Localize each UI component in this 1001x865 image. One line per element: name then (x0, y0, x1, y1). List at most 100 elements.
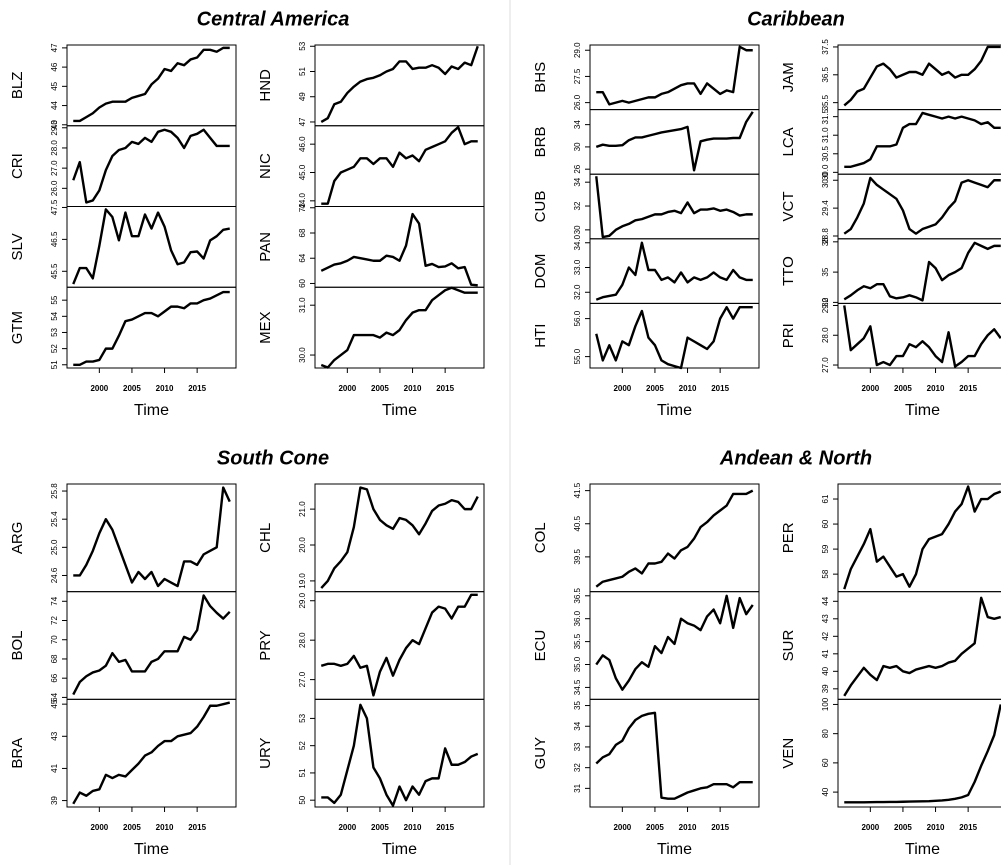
y-tick-label: 34.0 (573, 234, 582, 250)
y-tick-label: 74 (50, 596, 59, 605)
series-line (595, 711, 753, 800)
series-line (844, 111, 1001, 168)
y-tick-label: 34 (573, 120, 582, 129)
x-tick-label: 2010 (679, 384, 697, 393)
x-axis-label: Time (657, 841, 692, 858)
y-tick-label: 30.5 (821, 145, 830, 161)
x-tick-label: 2015 (436, 384, 454, 393)
x-axis-label: Time (657, 402, 692, 419)
x-tick-label: 2000 (861, 823, 879, 832)
panel-frame (314, 698, 485, 808)
x-tick-label: 2005 (123, 823, 141, 832)
series-line (595, 594, 754, 691)
panel-frame (66, 286, 237, 369)
series-line (595, 111, 754, 172)
y-tick-label: 45 (50, 699, 59, 708)
series-label: BOL (9, 630, 26, 660)
series-label: LCA (780, 127, 797, 156)
x-tick-label: 2015 (188, 823, 206, 832)
series-line (321, 125, 478, 205)
y-tick-label: 28.8 (821, 228, 830, 244)
y-tick-label: 72 (50, 616, 59, 625)
y-tick-label: 30 (573, 225, 582, 234)
x-tick-label: 2015 (959, 384, 977, 393)
y-tick-label: 27.0 (821, 357, 830, 373)
series-line (72, 208, 230, 285)
series-label: BHS (532, 62, 549, 93)
y-tick-label: 60 (298, 278, 307, 287)
x-tick-label: 2005 (123, 384, 141, 393)
panel-frame (314, 286, 485, 369)
y-tick-label: 51 (298, 67, 307, 76)
series-label: TTO (780, 256, 797, 286)
y-tick-label: 44 (50, 101, 59, 110)
series-line (596, 45, 753, 106)
x-tick-label: 2015 (711, 823, 729, 832)
y-tick-label: 21.0 (298, 501, 307, 517)
x-tick-label: 2005 (371, 384, 389, 393)
y-tick-label: 29.0 (298, 592, 307, 608)
group-title: Caribbean (747, 8, 845, 30)
panel-frame (589, 698, 760, 808)
x-axis-label: Time (905, 841, 940, 858)
y-tick-label: 36.0 (573, 610, 582, 626)
series-line (843, 45, 1001, 107)
series-line (320, 212, 478, 287)
y-tick-label: 41 (50, 763, 59, 772)
series-line (73, 486, 231, 588)
y-tick-label: 28.0 (50, 140, 59, 156)
series-line (72, 701, 231, 805)
series-label: HND (257, 69, 274, 102)
y-tick-label: 80 (821, 729, 830, 738)
y-tick-label: 32 (573, 763, 582, 772)
y-tick-label: 59 (821, 544, 830, 553)
x-axis-label: Time (134, 402, 169, 419)
y-tick-label: 40 (821, 666, 830, 675)
y-tick-label: 30.0 (298, 347, 307, 363)
y-tick-label: 32 (821, 297, 830, 306)
y-tick-label: 20.0 (298, 537, 307, 553)
y-tick-label: 35 (821, 267, 830, 276)
x-tick-label: 2000 (613, 384, 631, 393)
panel-frame (837, 698, 1001, 808)
series-line (320, 593, 478, 697)
y-tick-label: 42 (821, 631, 830, 640)
y-tick-label: 33 (573, 742, 582, 751)
y-tick-label: 19.0 (298, 573, 307, 589)
series-line (73, 46, 230, 123)
y-tick-label: 43 (821, 614, 830, 623)
y-tick-label: 66 (50, 673, 59, 682)
series-label: CHL (257, 523, 274, 553)
series-label: BRA (9, 738, 26, 769)
series-label: SLV (9, 233, 26, 260)
x-tick-label: 2000 (861, 384, 879, 393)
series-line (72, 594, 231, 696)
series-line (320, 486, 479, 589)
y-tick-label: 36.5 (573, 587, 582, 603)
series-line (595, 306, 753, 370)
series-line (321, 703, 479, 807)
x-tick-label: 2015 (711, 384, 729, 393)
series-line (320, 45, 479, 123)
panel-frame (66, 698, 237, 808)
y-tick-label: 26 (573, 164, 582, 173)
y-tick-label: 34 (573, 721, 582, 730)
y-tick-label: 38 (821, 237, 830, 246)
y-tick-label: 72 (298, 203, 307, 212)
y-tick-label: 31.0 (821, 127, 830, 143)
series-label: GUY (532, 737, 549, 770)
series-label: MEX (257, 311, 274, 344)
x-tick-label: 2015 (436, 823, 454, 832)
y-tick-label: 40.5 (573, 515, 582, 531)
y-tick-label: 26.0 (573, 94, 582, 110)
panel-frame (589, 302, 760, 369)
y-tick-label: 31 (573, 783, 582, 792)
x-axis-label: Time (905, 402, 940, 419)
y-tick-label: 41.5 (573, 482, 582, 498)
series-label: GTM (9, 311, 26, 344)
series-label: ARG (9, 522, 26, 555)
x-axis-label: Time (134, 841, 169, 858)
y-tick-label: 26.0 (50, 180, 59, 196)
x-tick-label: 2000 (338, 384, 356, 393)
